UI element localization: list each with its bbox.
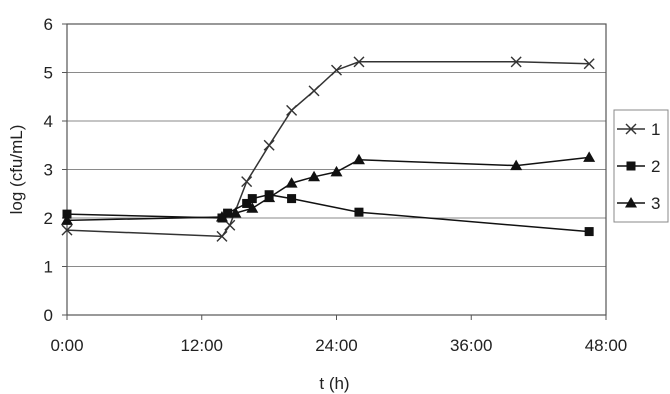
- data-point-series-3: [246, 202, 259, 213]
- data-point-series-1: [510, 56, 522, 68]
- y-tick-label: 4: [44, 112, 53, 131]
- data-point-series-3: [510, 159, 523, 171]
- x-tick-label: 24:00: [315, 336, 358, 355]
- y-axis-title: log (cfu/mL): [7, 125, 26, 215]
- data-point-series-3: [583, 151, 596, 162]
- legend-item-1: 1: [617, 120, 660, 139]
- axes: 0 1 2 3 4 5 6 0:00 12:00 24:00 36:00 48:00: [44, 15, 628, 355]
- y-tick-label: 1: [44, 258, 53, 277]
- y-tick-label: 6: [44, 15, 53, 34]
- y-tick-label: 2: [44, 209, 53, 228]
- legend-label: 1: [651, 120, 660, 139]
- data-point-series-2: [287, 194, 297, 204]
- x-tick-label: 0:00: [50, 336, 83, 355]
- series-1: [61, 56, 595, 242]
- data-point-series-3: [352, 153, 365, 165]
- data-point-series-1: [61, 224, 73, 236]
- legend: 1 2 3: [613, 109, 669, 223]
- data-point-series-1: [308, 85, 320, 97]
- x-tick-label: 12:00: [180, 336, 223, 355]
- legend-label: 2: [651, 157, 660, 176]
- data-point-series-1: [263, 139, 275, 151]
- legend-label: 3: [651, 194, 660, 213]
- data-point-series-2: [62, 209, 72, 219]
- data-point-series-1: [241, 176, 253, 188]
- series-3: [61, 151, 596, 225]
- data-point-series-3: [215, 211, 228, 222]
- data-point-series-2: [584, 227, 594, 237]
- legend-marker-2: [626, 161, 636, 171]
- series-group: [61, 56, 596, 242]
- data-point-series-1: [224, 219, 236, 231]
- y-tick-label: 3: [44, 161, 53, 180]
- legend-marker-1: [625, 123, 637, 135]
- data-point-series-1: [286, 104, 298, 116]
- y-tick-label: 5: [44, 64, 53, 83]
- data-point-series-2: [247, 194, 257, 204]
- x-axis-title: t (h): [319, 374, 349, 393]
- x-tick-label: 48:00: [585, 336, 628, 355]
- x-tick-label: 36:00: [450, 336, 493, 355]
- data-point-series-3: [330, 165, 343, 177]
- data-point-series-2: [354, 207, 364, 217]
- data-point-series-3: [61, 214, 73, 225]
- data-point-series-1: [331, 64, 342, 76]
- y-tick-label: 0: [44, 306, 53, 325]
- legend-marker-3: [625, 197, 637, 208]
- data-point-series-2: [242, 198, 252, 208]
- data-point-series-3: [285, 177, 298, 188]
- data-point-series-1: [583, 58, 595, 70]
- legend-item-2: 2: [617, 157, 660, 176]
- legend-item-3: 3: [617, 194, 660, 213]
- data-point-series-2: [223, 208, 233, 218]
- data-point-series-3: [263, 191, 276, 203]
- data-point-series-1: [353, 56, 365, 68]
- data-point-series-1: [216, 230, 228, 242]
- data-point-series-3: [229, 207, 242, 218]
- data-point-series-3: [308, 170, 321, 182]
